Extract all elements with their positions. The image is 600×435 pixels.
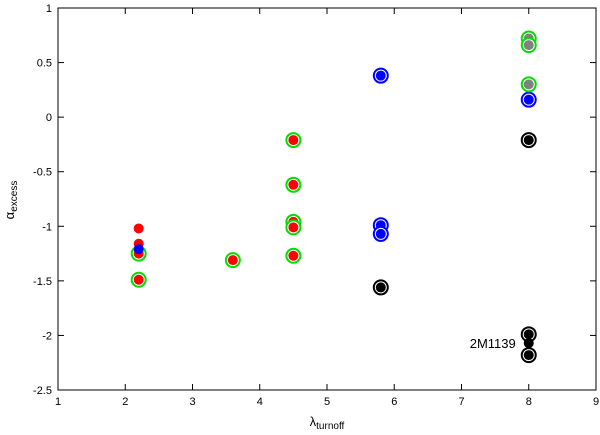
data-point [133, 223, 144, 234]
axis-ticks: 1 2 3 4 5 6 7 8 9 1 0.5 0 -0.5 -1 -1.5 -2 -2.5 [33, 3, 599, 408]
y-axis-label: αexcess [2, 181, 20, 220]
data-point [372, 225, 389, 242]
data-point-dot [523, 338, 534, 349]
data-point-dot [133, 244, 144, 255]
y-tick-label: -2.5 [33, 385, 52, 397]
data-point-dot [133, 223, 144, 234]
x-tick-label: 8 [526, 396, 532, 408]
data-point [520, 91, 537, 108]
data-point-dot [523, 350, 534, 361]
y-tick-label: 1 [46, 3, 52, 15]
annotations: 2M1139 [470, 336, 516, 351]
data-point [520, 37, 537, 54]
x-tick-label: 3 [189, 396, 195, 408]
data-points [130, 30, 537, 364]
data-point-dot [288, 250, 299, 261]
x-tick-label: 1 [55, 396, 61, 408]
x-tick-label: 9 [593, 396, 599, 408]
y-tick-label: -1 [42, 221, 52, 233]
data-point [372, 279, 389, 296]
y-tick-label: -0.5 [33, 167, 52, 179]
data-point-dot [523, 94, 534, 105]
plot-frame [57, 7, 597, 391]
data-point-dot [288, 135, 299, 146]
data-point [133, 244, 144, 255]
data-point [372, 67, 389, 84]
data-point [285, 176, 302, 193]
x-tick-label: 5 [324, 396, 330, 408]
x-axis-label-main: λ [310, 414, 317, 429]
data-point-dot [523, 329, 534, 340]
y-tick-label: -1.5 [33, 276, 52, 288]
data-point [520, 76, 537, 93]
data-point [224, 252, 241, 269]
data-point-dot [288, 179, 299, 190]
data-point [285, 219, 302, 236]
data-point-dot [133, 274, 144, 285]
data-point [520, 132, 537, 149]
data-point-dot [288, 222, 299, 233]
data-point-dot [227, 255, 238, 266]
data-point-dot [523, 40, 534, 51]
data-point [523, 338, 534, 349]
data-point-dot [523, 79, 534, 90]
x-tick-label: 4 [257, 396, 263, 408]
data-point [130, 271, 147, 288]
data-point-dot [523, 135, 534, 146]
data-point-dot [375, 228, 386, 239]
x-tick-label: 6 [391, 396, 397, 408]
data-point [285, 247, 302, 264]
x-axis-label-sub: turnoff [316, 421, 344, 430]
data-point-dot [375, 70, 386, 81]
y-axis-label-main: α [2, 211, 17, 219]
data-point-dot [375, 282, 386, 293]
y-axis-label-sub: excess [9, 181, 20, 212]
x-tick-label: 7 [458, 396, 464, 408]
y-tick-label: 0 [46, 112, 52, 124]
x-axis-label: λturnoff [310, 414, 345, 430]
y-tick-label: 0.5 [37, 58, 52, 70]
y-tick-label: -2 [42, 330, 52, 342]
x-tick-label: 2 [122, 396, 128, 408]
data-point [285, 132, 302, 149]
data-point [520, 347, 537, 364]
annotation-label: 2M1139 [470, 336, 516, 351]
data-point [520, 326, 537, 343]
